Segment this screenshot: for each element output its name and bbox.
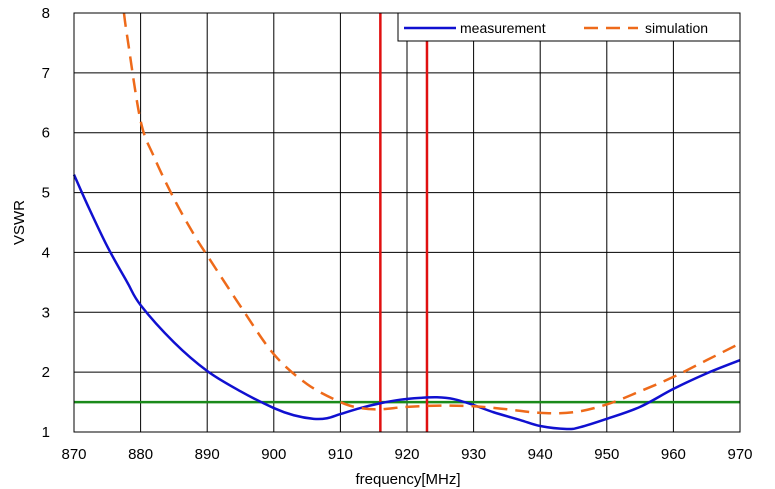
x-tick-label: 910 [328,446,353,463]
grid [73,12,741,433]
series-lines [72,12,741,431]
x-tick-label: 970 [727,446,752,463]
reference-lines [74,13,740,432]
y-tick-label: 6 [42,125,50,142]
x-tick-label: 930 [461,446,486,463]
x-tick-label: 870 [61,446,86,463]
legend-label-measurement: measurement [460,20,546,36]
legend-label-simulation: simulation [645,20,708,36]
y-tick-label: 5 [42,185,50,202]
y-tick-label: 7 [42,65,50,82]
x-tick-label: 940 [528,446,553,463]
x-tick-label: 880 [128,446,153,463]
y-tick-labels: 1 2 3 4 5 6 7 8 [42,5,50,441]
y-tick-label: 3 [42,304,50,321]
x-tick-label: 900 [261,446,286,463]
x-tick-labels: 870 880 890 900 910 920 930 940 950 960 970 [61,446,752,463]
series-line-measurement [72,174,741,431]
x-axis-title: frequency[MHz] [355,471,460,488]
x-tick-label: 960 [661,446,686,463]
y-tick-label: 1 [42,424,50,441]
x-tick-label: 890 [195,446,220,463]
series-line-simulation [122,12,741,415]
x-tick-label: 950 [594,446,619,463]
y-tick-label: 2 [42,364,50,381]
y-axis-title: VSWR [11,200,28,245]
x-tick-label: 920 [394,446,419,463]
legend: measurement simulation [397,12,741,42]
y-tick-label: 4 [42,244,50,261]
y-tick-label: 8 [42,5,50,22]
